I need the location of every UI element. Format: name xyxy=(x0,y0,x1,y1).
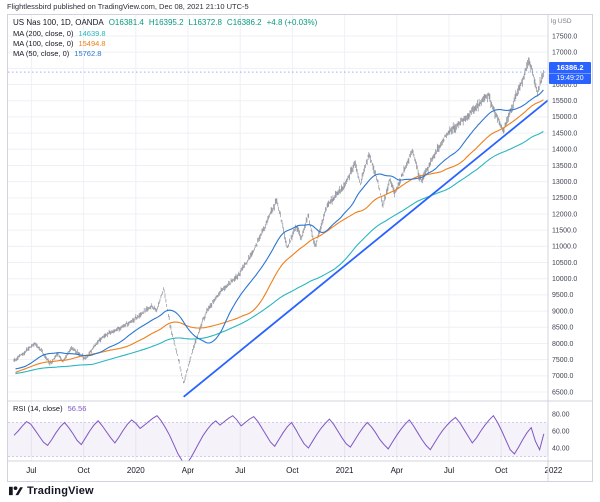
svg-text:2022: 2022 xyxy=(545,466,563,475)
svg-text:8000.0: 8000.0 xyxy=(552,341,574,348)
ma50-value: 15762.8 xyxy=(74,49,102,58)
svg-text:Apr: Apr xyxy=(182,466,195,475)
chart-frame: 17500.017000.016500.016000.015500.015000… xyxy=(7,14,593,482)
svg-text:10500.0: 10500.0 xyxy=(552,260,577,267)
indicator-legend-rsi[interactable]: RSI (14, close) 56.56 xyxy=(13,404,86,413)
tradingview-logo-icon xyxy=(9,486,23,496)
svg-text:15500.0: 15500.0 xyxy=(552,98,577,105)
svg-text:11000.0: 11000.0 xyxy=(552,244,577,251)
svg-text:9500.0: 9500.0 xyxy=(552,292,574,299)
svg-text:Apr: Apr xyxy=(391,466,404,475)
svg-text:13000.0: 13000.0 xyxy=(552,179,577,186)
svg-text:6500.0: 6500.0 xyxy=(552,389,574,396)
svg-text:14000.0: 14000.0 xyxy=(552,147,577,154)
symbol-legend[interactable]: US Nas 100, 1D, OANDA O16381.4 H16395.2 … xyxy=(13,18,317,27)
ma100-label: MA (100, close, 0) xyxy=(13,39,74,48)
svg-text:10000.0: 10000.0 xyxy=(552,276,577,283)
svg-text:7000.0: 7000.0 xyxy=(552,373,574,380)
indicator-legend-ma200[interactable]: MA (200, close, 0) 14639.8 xyxy=(13,29,106,38)
ohlc-low: L16372.8 xyxy=(188,18,222,27)
svg-text:Oct: Oct xyxy=(77,466,90,475)
indicator-legend-ma50[interactable]: MA (50, close, 0) 15762.8 xyxy=(13,49,101,58)
svg-text:16000.0: 16000.0 xyxy=(552,82,577,89)
ma200-value: 14639.8 xyxy=(78,29,106,38)
publish-caption: Flightlessbird published on TradingView.… xyxy=(7,2,249,11)
svg-text:Jul: Jul xyxy=(235,466,245,475)
svg-text:Oct: Oct xyxy=(286,466,299,475)
ohlc-close: C16386.2 xyxy=(226,18,262,27)
svg-text:60.00: 60.00 xyxy=(552,428,570,435)
svg-text:17000.0: 17000.0 xyxy=(552,49,577,56)
change-value: +4.8 (+0.03%) xyxy=(266,18,318,27)
indicator-legend-ma100[interactable]: MA (100, close, 0) 15494.8 xyxy=(13,39,106,48)
countdown-timer: 19:49:20 xyxy=(549,73,591,83)
price-axis-unit: lg USD xyxy=(551,18,572,25)
svg-text:14500.0: 14500.0 xyxy=(552,130,577,137)
svg-text:13500.0: 13500.0 xyxy=(552,163,577,170)
last-price-label[interactable]: 16386.2 19:49:20 xyxy=(549,62,591,85)
svg-text:40.00: 40.00 xyxy=(552,445,570,452)
svg-text:12000.0: 12000.0 xyxy=(552,211,577,218)
svg-text:17500.0: 17500.0 xyxy=(552,33,577,40)
rsi-value: 56.56 xyxy=(67,404,87,413)
last-price-value: 16386.2 xyxy=(556,63,584,73)
svg-text:9000.0: 9000.0 xyxy=(552,308,574,315)
svg-text:2020: 2020 xyxy=(127,466,145,475)
svg-text:12500.0: 12500.0 xyxy=(552,195,577,202)
svg-text:Jul: Jul xyxy=(26,466,36,475)
svg-text:2021: 2021 xyxy=(336,466,354,475)
svg-text:Oct: Oct xyxy=(495,466,508,475)
ma200-label: MA (200, close, 0) xyxy=(13,29,74,38)
svg-text:7500.0: 7500.0 xyxy=(552,357,574,364)
rsi-label: RSI (14, close) xyxy=(13,404,63,413)
chart-canvas[interactable]: 17500.017000.016500.016000.015500.015000… xyxy=(8,15,592,481)
svg-text:Jul: Jul xyxy=(444,466,454,475)
ohlc-open: O16381.4 xyxy=(108,18,144,27)
svg-text:8500.0: 8500.0 xyxy=(552,325,574,332)
svg-text:11500.0: 11500.0 xyxy=(552,227,577,234)
svg-text:15000.0: 15000.0 xyxy=(552,114,577,121)
ma100-value: 15494.8 xyxy=(78,39,106,48)
svg-text:80.00: 80.00 xyxy=(552,411,570,418)
ma50-label: MA (50, close, 0) xyxy=(13,49,70,58)
symbol-title: US Nas 100, 1D, OANDA xyxy=(13,18,104,27)
ohlc-high: H16395.2 xyxy=(148,18,184,27)
tradingview-footer-link[interactable]: TradingView xyxy=(8,484,94,497)
brand-name: TradingView xyxy=(27,484,94,497)
